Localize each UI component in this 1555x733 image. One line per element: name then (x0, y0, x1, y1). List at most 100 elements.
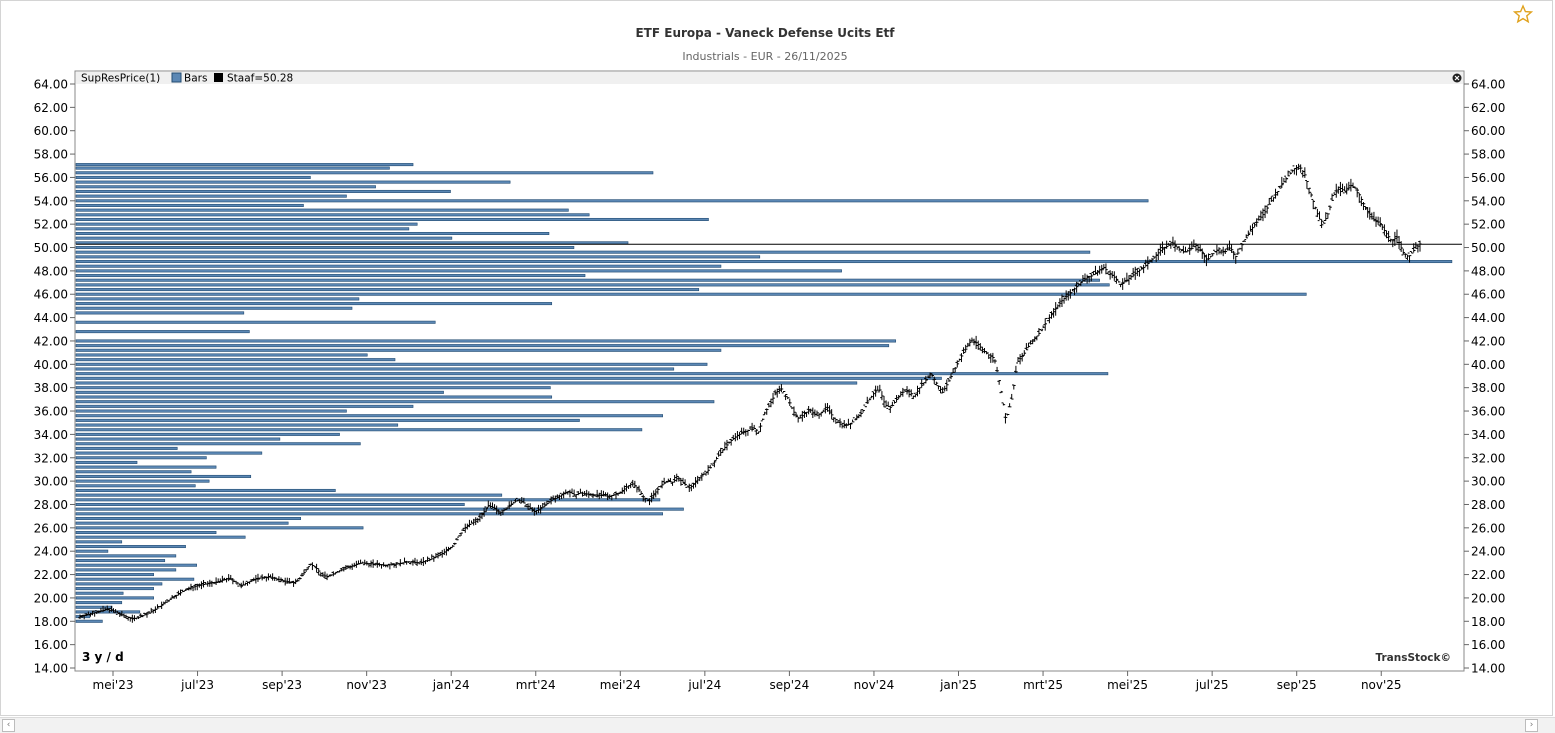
price-bar (107, 608, 112, 613)
price-bar (647, 498, 652, 506)
price-bar (1129, 274, 1133, 280)
price-bar (1146, 256, 1150, 270)
price-bar (1372, 211, 1376, 222)
price-bar (557, 494, 562, 500)
y-tick-label-right: 42.00 (1471, 334, 1505, 348)
y-tick-label-right: 48.00 (1471, 264, 1505, 278)
profile-bar (75, 376, 942, 380)
price-bar (942, 385, 947, 392)
price-bar (1173, 240, 1177, 252)
price-bar (991, 352, 995, 363)
profile-bar (75, 521, 289, 525)
y-tick-label-left: 30.00 (34, 475, 68, 489)
profile-bar (75, 306, 353, 310)
price-bar (141, 614, 145, 618)
price-bar (653, 489, 658, 498)
price-bar (949, 373, 953, 380)
price-bar (677, 475, 681, 482)
price-bar (852, 417, 857, 421)
price-bar (708, 465, 713, 469)
y-tick-label-right: 60.00 (1471, 124, 1505, 138)
price-bar (700, 472, 704, 481)
chart-canvas: ETF Europa - Vaneck Defense Ucits Etf In… (34, 26, 1506, 692)
price-bar (884, 400, 888, 408)
price-bar (473, 517, 478, 525)
price-bar (670, 481, 675, 486)
profile-bar (75, 339, 897, 343)
profile-bar (75, 502, 465, 506)
price-bar (716, 451, 721, 457)
price-bar (959, 353, 964, 363)
price-bar (1141, 264, 1146, 274)
price-bar (476, 517, 480, 524)
price-bar (220, 575, 225, 583)
price-bar (306, 566, 311, 570)
price-bar (402, 557, 407, 565)
price-bar (668, 478, 673, 483)
price-bar (82, 614, 86, 620)
x-tick-label: jan'25 (939, 678, 977, 692)
watermark: TransStock© (1376, 652, 1452, 664)
x-tick-label: sep'25 (1277, 678, 1317, 692)
price-bar (1303, 167, 1307, 178)
y-tick-label-left: 54.00 (34, 194, 68, 208)
price-bar (666, 478, 671, 483)
profile-bar (75, 264, 722, 268)
price-bar (729, 438, 733, 446)
y-tick-label-right: 22.00 (1471, 568, 1505, 582)
price-bar (1219, 249, 1223, 255)
price-bar (947, 378, 951, 382)
price-bar (586, 491, 591, 498)
scroll-right-button[interactable]: › (1525, 719, 1538, 732)
price-bar (1062, 295, 1066, 304)
price-bar (342, 566, 346, 572)
price-bar (792, 406, 796, 417)
price-bar (1217, 247, 1221, 255)
x-tick-label: mei'24 (600, 678, 641, 692)
profile-bar (75, 302, 553, 306)
price-bar (1416, 244, 1420, 253)
price-bar (754, 429, 759, 436)
price-bar (304, 569, 308, 572)
price-bar (1118, 283, 1123, 288)
price-bar (781, 391, 786, 394)
price-bar (1007, 403, 1012, 408)
price-bar (697, 477, 702, 482)
price-bar (630, 479, 635, 487)
price-bar (597, 492, 602, 500)
price-bar (396, 562, 401, 565)
close-legend-button[interactable] (1452, 73, 1462, 83)
y-tick-label-left: 36.00 (34, 405, 68, 419)
price-bar (496, 509, 501, 515)
price-bar (790, 406, 794, 410)
price-bar (1026, 342, 1031, 349)
price-bar (549, 496, 553, 505)
price-bar (522, 497, 526, 504)
price-bar (901, 387, 905, 397)
price-bar (438, 551, 442, 557)
price-bar (1177, 246, 1182, 252)
price-bar (1133, 266, 1138, 280)
y-tick-label-right: 64.00 (1471, 78, 1505, 92)
horizontal-scrollbar[interactable]: ‹ › (0, 717, 1555, 733)
profile-bar (75, 372, 1109, 376)
price-bar (917, 387, 922, 395)
price-bar (1030, 339, 1035, 345)
price-bar (932, 376, 937, 385)
price-bar (1189, 241, 1194, 250)
y-tick-label-right: 54.00 (1471, 194, 1505, 208)
price-bar (1016, 357, 1020, 364)
profile-bar (75, 516, 301, 520)
price-bar (1192, 239, 1196, 248)
scroll-left-button[interactable]: ‹ (2, 719, 15, 732)
price-bar (978, 343, 983, 351)
price-bar (896, 394, 901, 400)
price-bar (1106, 271, 1110, 275)
profile-bar (75, 217, 709, 221)
favorite-star-icon[interactable] (1513, 4, 1533, 24)
price-bar (1001, 402, 1006, 406)
price-bar (785, 396, 790, 400)
price-bar (170, 595, 174, 599)
price-bar (842, 419, 847, 429)
price-bar (279, 577, 283, 583)
